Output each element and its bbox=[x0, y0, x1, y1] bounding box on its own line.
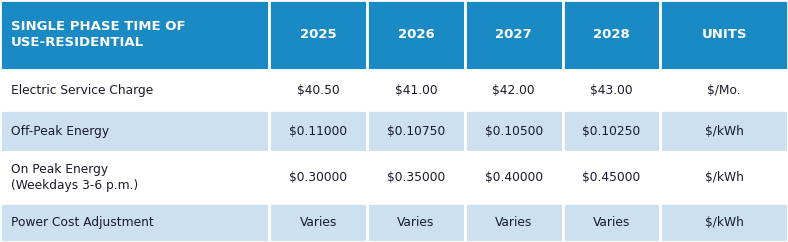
Text: $/kWh: $/kWh bbox=[704, 125, 744, 138]
Bar bbox=[367, 110, 465, 152]
Bar bbox=[563, 0, 660, 70]
Bar bbox=[465, 0, 563, 70]
Bar bbox=[465, 203, 563, 242]
Text: $0.35000: $0.35000 bbox=[387, 171, 445, 184]
Bar bbox=[563, 152, 660, 203]
Text: $0.45000: $0.45000 bbox=[582, 171, 641, 184]
Text: On Peak Energy
(Weekdays 3-6 p.m.): On Peak Energy (Weekdays 3-6 p.m.) bbox=[11, 163, 138, 192]
Bar bbox=[0, 152, 269, 203]
Bar bbox=[660, 203, 788, 242]
Text: $0.30000: $0.30000 bbox=[289, 171, 348, 184]
Text: $0.10500: $0.10500 bbox=[485, 125, 543, 138]
Text: $43.00: $43.00 bbox=[590, 84, 633, 97]
Bar bbox=[563, 110, 660, 152]
Bar bbox=[0, 110, 269, 152]
Text: $40.50: $40.50 bbox=[297, 84, 340, 97]
Text: Varies: Varies bbox=[397, 216, 435, 229]
Text: Varies: Varies bbox=[299, 216, 337, 229]
Text: $/kWh: $/kWh bbox=[704, 216, 744, 229]
Text: 2028: 2028 bbox=[593, 29, 630, 41]
Text: $/Mo.: $/Mo. bbox=[708, 84, 741, 97]
Text: Electric Service Charge: Electric Service Charge bbox=[11, 84, 154, 97]
Bar bbox=[367, 203, 465, 242]
Bar bbox=[269, 70, 367, 110]
Bar bbox=[465, 110, 563, 152]
Bar bbox=[269, 203, 367, 242]
Bar bbox=[660, 110, 788, 152]
Bar bbox=[367, 152, 465, 203]
Text: SINGLE PHASE TIME OF
USE-RESIDENTIAL: SINGLE PHASE TIME OF USE-RESIDENTIAL bbox=[11, 21, 186, 50]
Text: Varies: Varies bbox=[593, 216, 630, 229]
Text: $0.40000: $0.40000 bbox=[485, 171, 543, 184]
Bar bbox=[269, 0, 367, 70]
Text: Power Cost Adjustment: Power Cost Adjustment bbox=[11, 216, 154, 229]
Bar bbox=[660, 0, 788, 70]
Bar bbox=[465, 70, 563, 110]
Text: $41.00: $41.00 bbox=[395, 84, 437, 97]
Text: $0.10250: $0.10250 bbox=[582, 125, 641, 138]
Text: UNITS: UNITS bbox=[701, 29, 747, 41]
Text: Off-Peak Energy: Off-Peak Energy bbox=[11, 125, 110, 138]
Bar bbox=[465, 152, 563, 203]
Bar bbox=[563, 203, 660, 242]
Text: 2025: 2025 bbox=[300, 29, 336, 41]
Text: Varies: Varies bbox=[495, 216, 533, 229]
Bar bbox=[0, 203, 269, 242]
Bar bbox=[563, 70, 660, 110]
Text: $0.10750: $0.10750 bbox=[387, 125, 445, 138]
Text: 2026: 2026 bbox=[398, 29, 434, 41]
Bar bbox=[269, 152, 367, 203]
Text: 2027: 2027 bbox=[496, 29, 532, 41]
Text: $42.00: $42.00 bbox=[492, 84, 535, 97]
Bar bbox=[660, 70, 788, 110]
Bar bbox=[367, 70, 465, 110]
Bar bbox=[660, 152, 788, 203]
Bar bbox=[269, 110, 367, 152]
Bar bbox=[0, 0, 269, 70]
Bar bbox=[0, 70, 269, 110]
Bar bbox=[367, 0, 465, 70]
Text: $/kWh: $/kWh bbox=[704, 171, 744, 184]
Text: $0.11000: $0.11000 bbox=[289, 125, 348, 138]
